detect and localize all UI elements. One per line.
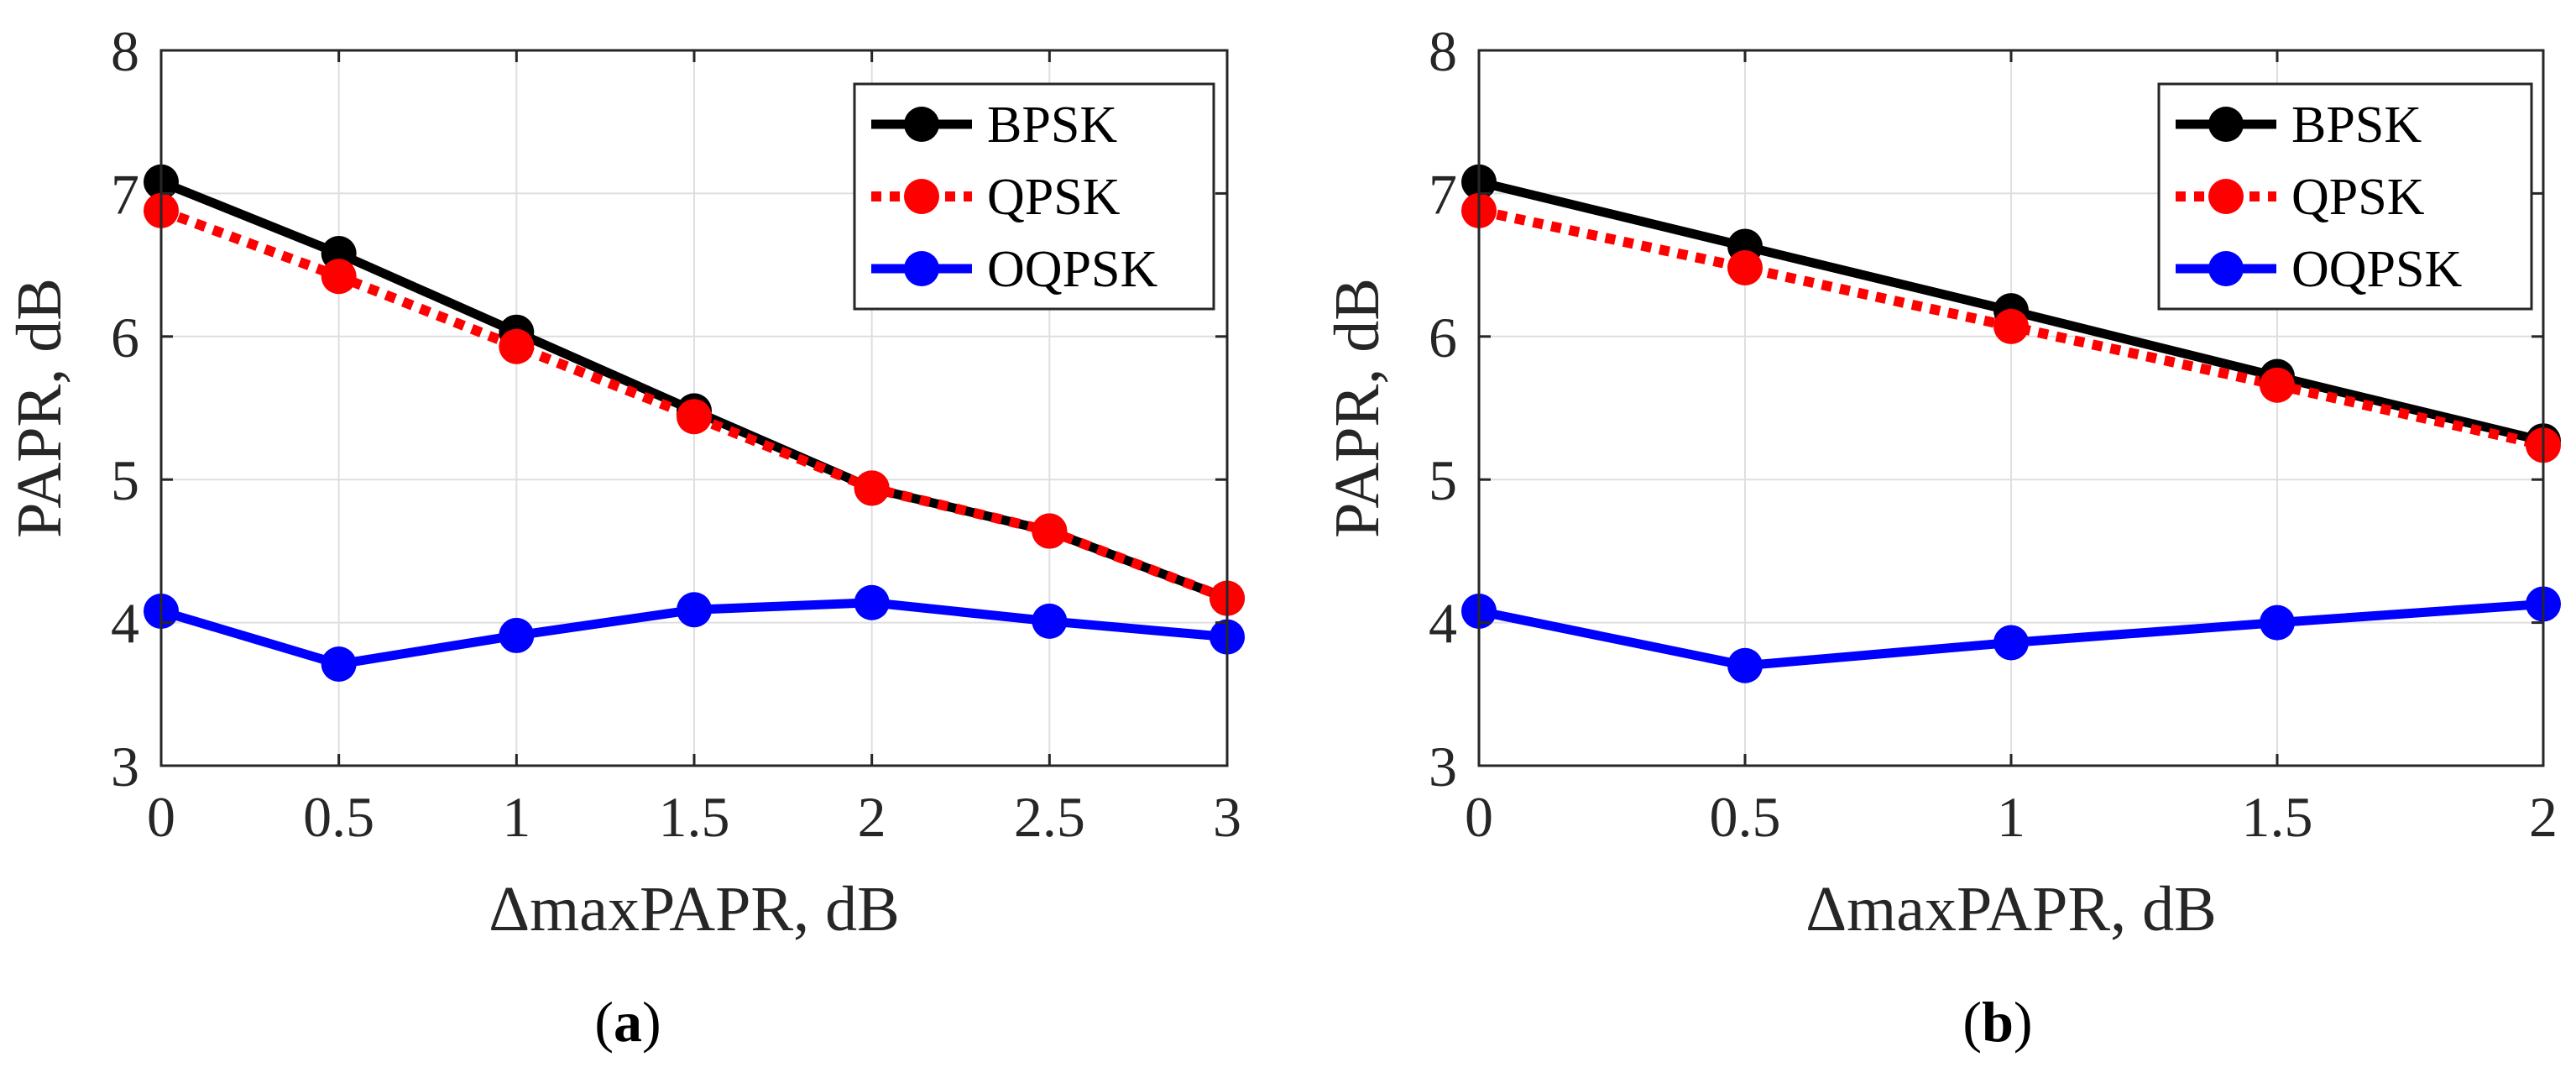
data-point (2260, 367, 2295, 403)
y-tick-label: 8 (1429, 19, 1457, 83)
data-point (321, 259, 357, 295)
legend-swatch-marker (2208, 179, 2244, 214)
legend-label-qpsk: QPSK (2291, 169, 2425, 226)
legend-swatch-marker (2208, 107, 2244, 142)
y-tick-label: 8 (111, 19, 139, 83)
y-tick-label: 5 (111, 448, 139, 512)
data-point (1993, 308, 2029, 344)
legend-label-bpsk: BPSK (987, 97, 1117, 154)
panel-caption: (a) (594, 990, 661, 1054)
data-point (677, 592, 712, 628)
y-tick-label: 6 (111, 306, 139, 369)
caption-open: ( (1962, 990, 1982, 1054)
x-tick-label: 0.5 (303, 785, 374, 849)
data-point (677, 399, 712, 435)
x-tick-label: 1.5 (659, 785, 730, 849)
chart-panel-a: 0 0.5 1 1.5 2 2.5 3 3 4 5 6 7 8 ΔmaxPAPR, dB PAPR, dB B… (4, 19, 1245, 1054)
data-point (1993, 625, 2029, 661)
chart-panel-b: 0 0.5 1 1.5 2 3 4 5 6 7 8 ΔmaxPAPR, dB PAPR, dB BPSK Q… (1322, 19, 2561, 1054)
legend: BPSK QPSK OQPSK (2157, 82, 2533, 311)
data-point (499, 328, 535, 364)
x-tick-label: 2 (858, 785, 886, 849)
x-tick-label: 2 (2529, 785, 2558, 849)
data-point (1727, 647, 1763, 683)
data-point (854, 470, 890, 506)
caption-open: ( (594, 990, 614, 1054)
x-tick-label: 3 (1213, 785, 1241, 849)
legend-swatch-marker (904, 179, 939, 214)
y-tick-label: 6 (1429, 306, 1457, 369)
y-tick-label: 3 (111, 735, 139, 798)
panel-caption: (b) (1962, 990, 2032, 1054)
x-tick-label: 1 (1997, 785, 2025, 849)
legend-swatch-marker (2208, 251, 2244, 286)
data-point (1032, 603, 1068, 639)
y-axis-label: PAPR, dB (4, 278, 75, 538)
data-point (1032, 513, 1068, 549)
x-tick-label: 0 (1465, 785, 1493, 849)
legend-label-bpsk: BPSK (2291, 97, 2422, 154)
y-axis-label: PAPR, dB (1322, 278, 1393, 538)
caption-letter: b (1982, 990, 2014, 1054)
data-point (1727, 250, 1763, 286)
caption-letter: a (614, 990, 642, 1054)
x-tick-label: 0 (147, 785, 175, 849)
x-tick-label: 2.5 (1014, 785, 1085, 849)
x-tick-label: 1 (502, 785, 530, 849)
x-axis-label: ΔmaxPAPR, dB (489, 874, 900, 945)
y-tick-label: 7 (1429, 162, 1457, 226)
legend: BPSK QPSK OQPSK (853, 82, 1215, 311)
legend-swatch-marker (904, 107, 939, 142)
legend-label-qpsk: QPSK (987, 169, 1121, 226)
data-point (854, 584, 890, 620)
data-point (2260, 604, 2295, 641)
x-tick-label: 0.5 (1710, 785, 1781, 849)
y-tick-label: 4 (111, 592, 139, 656)
x-tick-label: 1.5 (2242, 785, 2313, 849)
caption-close: ) (2014, 990, 2033, 1054)
y-tick-label: 7 (111, 162, 139, 226)
x-axis-label: ΔmaxPAPR, dB (1805, 874, 2217, 945)
data-point (321, 646, 357, 683)
y-tick-label: 4 (1429, 592, 1457, 656)
y-tick-label: 3 (1429, 735, 1457, 798)
legend-label-oqpsk: OQPSK (987, 241, 1158, 298)
legend-label-oqpsk: OQPSK (2291, 241, 2463, 298)
data-point (499, 617, 535, 653)
y-tick-label: 5 (1429, 448, 1457, 512)
caption-close: ) (642, 990, 661, 1054)
legend-swatch-marker (904, 251, 939, 286)
